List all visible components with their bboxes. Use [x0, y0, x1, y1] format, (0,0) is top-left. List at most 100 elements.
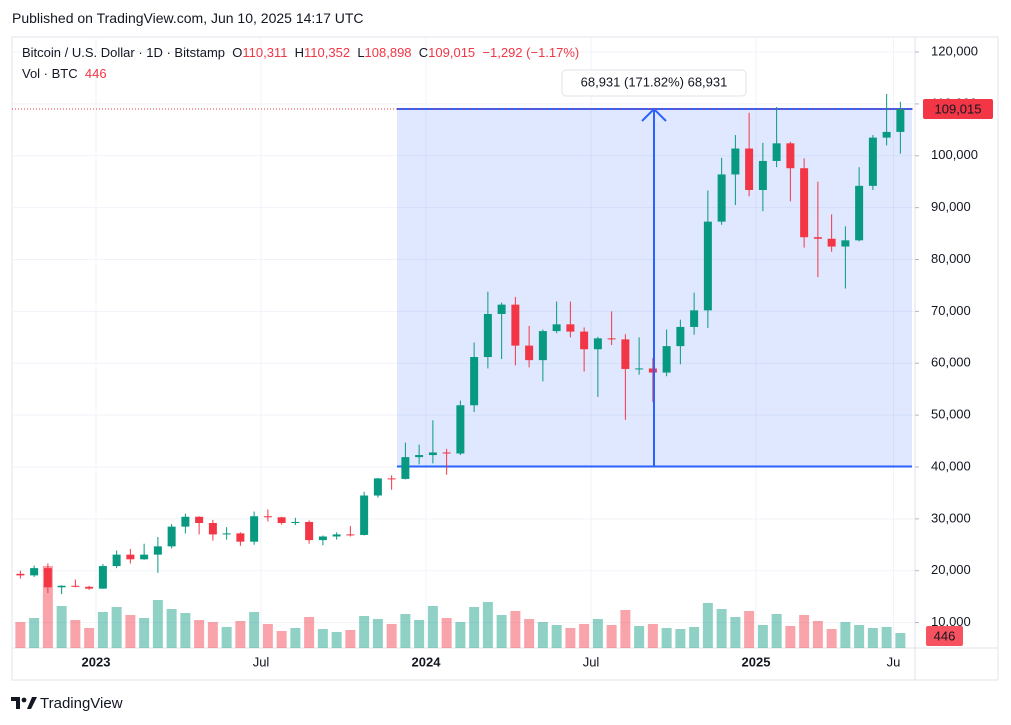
candle-body [786, 143, 795, 169]
y-tick-label: 60,000 [931, 355, 971, 370]
candle-body [800, 168, 809, 238]
volume-bar [537, 622, 548, 648]
volume-bar [867, 628, 878, 648]
volume-bar [29, 618, 40, 648]
volume-bar [744, 611, 755, 648]
candle-body [208, 522, 217, 535]
logo [11, 697, 37, 709]
y-tick-label: 90,000 [931, 199, 971, 214]
volume-bar [510, 611, 521, 648]
volume-bar [84, 628, 95, 648]
volume-bar [524, 619, 535, 648]
ohlc-value: 110,311 [242, 45, 288, 60]
candle-body [140, 554, 149, 560]
volume-bar [139, 618, 150, 648]
volume-bar [97, 612, 108, 648]
candle-body [690, 310, 699, 327]
candle-body [442, 452, 451, 454]
candle-body [181, 516, 190, 527]
volume-bar [592, 619, 603, 648]
candle-body [648, 368, 657, 373]
candle-body [607, 338, 616, 340]
ohlc-value: 109,015 [428, 45, 476, 60]
volume-bar [166, 609, 177, 648]
candle-body [470, 357, 479, 406]
candle-body [236, 533, 245, 542]
frame [11, 36, 999, 681]
candle-body [126, 554, 135, 560]
candle-body [263, 516, 272, 518]
volume-bar [207, 622, 218, 648]
volume-bar [854, 625, 865, 648]
volume-bar [757, 625, 768, 648]
grid [12, 37, 915, 648]
candle-body [98, 566, 107, 589]
candle-body [16, 573, 25, 576]
y-tick-label: 40,000 [931, 458, 971, 473]
volume-bar [634, 626, 645, 648]
volume-bar [372, 619, 383, 648]
ohlc-key: H [294, 45, 305, 60]
volume-bar [482, 602, 493, 648]
volume-bar [414, 620, 425, 648]
volume-bar [826, 629, 837, 648]
candle-body [703, 221, 712, 311]
candle-body [511, 304, 520, 346]
volume-bar [276, 631, 287, 648]
candle-body [415, 455, 424, 458]
ohlc-value: 110,352 [304, 45, 351, 60]
candle-body [360, 495, 369, 535]
candle-body [318, 536, 327, 541]
candle-body [250, 516, 259, 542]
volume-bar [70, 620, 81, 648]
candle-body [896, 109, 905, 132]
volume-bar [496, 615, 507, 648]
candle-body [57, 585, 66, 588]
y-tick-label: 30,000 [931, 510, 971, 525]
candle-body [71, 585, 80, 587]
volume-bar [469, 607, 480, 648]
volume-bar [56, 606, 67, 648]
candle-body [387, 478, 396, 480]
volume-bar [262, 624, 273, 648]
volume-bar [180, 613, 191, 648]
volume-bar [15, 622, 26, 648]
volume-bar [194, 620, 205, 648]
y-tick-label: 80,000 [931, 251, 971, 266]
candle-body [621, 339, 630, 369]
candle-body [43, 568, 52, 588]
x-tick-label: 2024 [412, 654, 442, 669]
symbol: Bitcoin / U.S. Dollar · 1D · Bitstamp [22, 45, 225, 60]
ohlc-key: O [232, 45, 243, 60]
y-tick-label: 50,000 [931, 407, 971, 422]
candle-body [167, 526, 176, 547]
candle-body [346, 534, 355, 536]
y-tick-label: 100,000 [931, 147, 978, 162]
candle-body [112, 554, 121, 567]
volume-bar [290, 628, 301, 648]
candle-body [882, 131, 891, 138]
volume-bar [785, 626, 796, 648]
volume-badge [926, 626, 963, 646]
candle-body [401, 457, 410, 479]
candle-body [525, 345, 534, 361]
candle-body [676, 326, 685, 347]
volume-bar [441, 618, 452, 648]
volume-bar [304, 617, 315, 648]
volume-bar [675, 629, 686, 648]
volume-bar [345, 630, 356, 648]
volume-bar [799, 615, 810, 648]
candle-body [332, 534, 341, 537]
volume-bar [881, 627, 892, 648]
candle-body [85, 586, 94, 589]
volume-bar [730, 617, 741, 648]
last-price-label: 109,015 [935, 101, 982, 116]
volume-bar [235, 621, 246, 648]
x-tick-label: 2023 [82, 654, 111, 669]
volume-legend: Vol · BTC 446 [22, 66, 107, 81]
range-label-box [561, 69, 747, 97]
published: Published on TradingView.com, Jun 10, 20… [12, 10, 364, 26]
candle-body [635, 368, 644, 370]
volume-bar [551, 625, 562, 648]
